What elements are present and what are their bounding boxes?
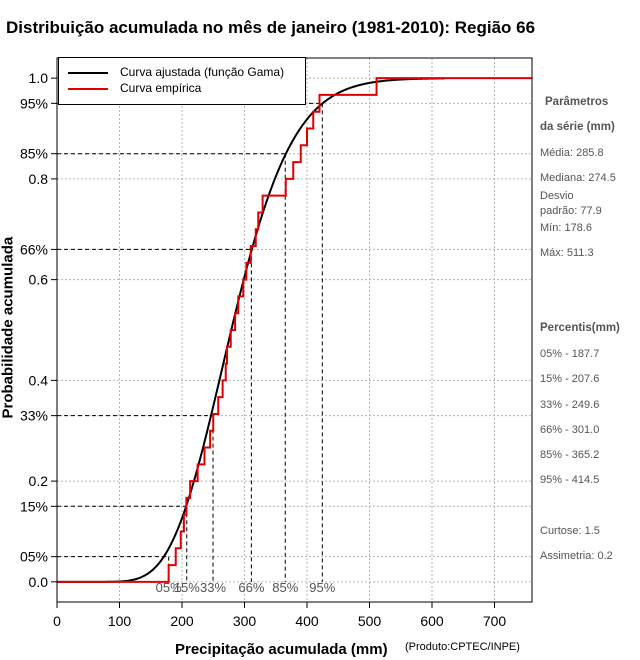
x-tick-label: 500 <box>358 613 382 629</box>
stat-assimetria: Assimetria: 0.2 <box>540 550 613 562</box>
y-tick-label: 66% <box>20 241 48 257</box>
percentil-15: 15% - 207.6 <box>540 373 600 385</box>
legend-item-empirical: Curva empírica <box>59 81 305 97</box>
y-tick-label: 0.8 <box>29 171 49 187</box>
legend-label-empirical: Curva empírica <box>120 81 202 95</box>
percentil-05: 05% - 187.7 <box>540 348 600 360</box>
y-axis-label: Probabilidade acumulada <box>0 236 17 419</box>
legend-swatch-black <box>68 72 108 74</box>
percentile-label: 05% <box>156 580 182 595</box>
percentil-85: 85% - 365.2 <box>540 449 600 461</box>
stat-sd-label: Desvio <box>540 190 574 202</box>
stat-max: Máx: 511.3 <box>540 247 594 259</box>
credit-text: (Produto:CPTEC/INPE) <box>405 641 520 653</box>
percentis-heading: Percentis(mm) <box>540 322 620 334</box>
x-axis-label: Precipitação acumulada (mm) <box>175 641 388 658</box>
x-tick-label: 200 <box>170 613 194 629</box>
percentile-label: 85% <box>272 580 298 595</box>
y-tick-label: 05% <box>20 549 48 565</box>
stat-curtose: Curtose: 1.5 <box>540 525 600 537</box>
percentile-label: 33% <box>200 580 226 595</box>
legend-swatch-red <box>68 88 108 90</box>
percentile-labels: 05%15% 33% 66% 85% 95% <box>156 580 336 595</box>
x-tick-label: 0 <box>53 613 61 629</box>
stat-mean: Média: 285.8 <box>540 147 604 159</box>
chart-title: Distribuição acumulada no mês de janeiro… <box>6 18 536 37</box>
percentil-66: 66% - 301.0 <box>540 424 600 436</box>
y-ticks: 0.0 05% 15% 0.2 33% 0.4 0.6 66% 0.8 85% 95% 1.0 <box>20 70 57 590</box>
x-tick-label: 300 <box>233 613 257 629</box>
y-tick-label: 85% <box>20 146 48 162</box>
stat-min: Mín: 178.6 <box>540 222 592 234</box>
stats-heading: Parâmetros <box>545 96 609 108</box>
x-ticks: 0 100 200 300 400 500 600 700 <box>53 602 506 629</box>
y-tick-label: 0.4 <box>29 372 49 388</box>
stats-subheading: da série (mm) <box>540 121 615 133</box>
y-tick-label: 95% <box>20 95 48 111</box>
percentil-95: 95% - 414.5 <box>540 474 600 486</box>
y-tick-label: 1.0 <box>29 70 49 86</box>
x-tick-label: 400 <box>295 613 319 629</box>
y-tick-label: 0.6 <box>29 272 49 288</box>
x-tick-label: 600 <box>420 613 444 629</box>
x-tick-label: 700 <box>483 613 507 629</box>
legend-label-fitted: Curva ajustada (função Gama) <box>120 65 285 79</box>
stat-median: Mediana: 274.5 <box>540 172 616 184</box>
y-tick-label: 0.2 <box>29 473 49 489</box>
legend: Curva ajustada (função Gama) Curva empír… <box>58 57 306 105</box>
stat-sd-value: padrão: 77.9 <box>540 205 602 217</box>
legend-item-fitted: Curva ajustada (função Gama) <box>59 65 305 81</box>
empirical-curve <box>56 77 532 583</box>
percentile-label: 95% <box>309 580 335 595</box>
y-tick-label: 33% <box>20 408 48 424</box>
series-layer <box>56 77 532 583</box>
percentile-label: 66% <box>238 580 264 595</box>
percentile-label: 15% <box>174 580 200 595</box>
y-tick-label: 0.0 <box>29 574 49 590</box>
x-tick-label: 100 <box>108 613 132 629</box>
y-tick-label: 15% <box>20 498 48 514</box>
percentil-33: 33% - 249.6 <box>540 399 600 411</box>
percentile-guides <box>57 102 323 582</box>
